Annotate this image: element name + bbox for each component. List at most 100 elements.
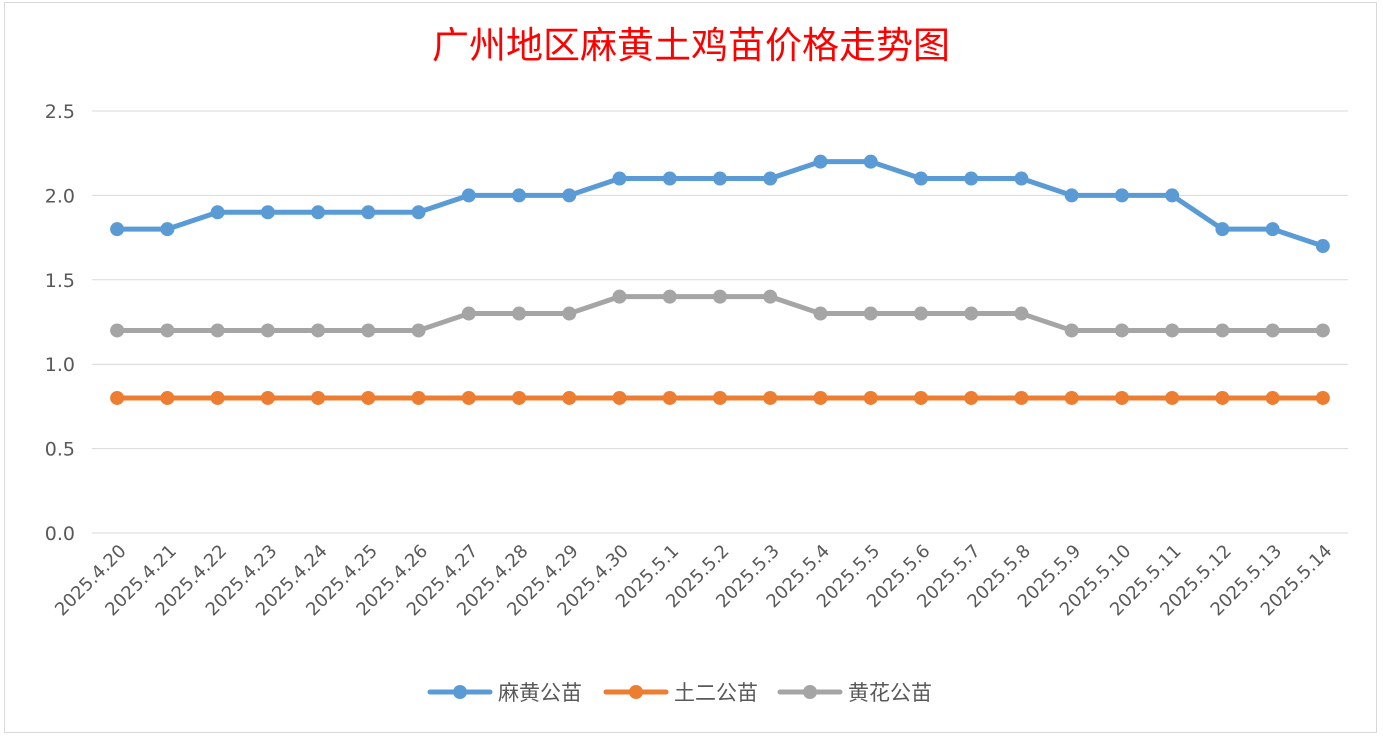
data-point (813, 154, 828, 169)
data-point (160, 390, 175, 405)
data-point (210, 205, 225, 220)
data-point (562, 390, 577, 405)
data-point (863, 306, 878, 321)
legend-swatch-marker (629, 685, 643, 699)
data-point (1114, 188, 1129, 203)
data-point (1165, 323, 1180, 338)
data-point (1114, 323, 1129, 338)
data-point (562, 306, 577, 321)
series-layer (110, 154, 1330, 405)
data-point (210, 323, 225, 338)
data-point (210, 390, 225, 405)
data-point (1265, 390, 1280, 405)
data-point (612, 289, 627, 304)
data-point (461, 306, 476, 321)
y-axis-ticks: 0.0 0.5 1.0 1.5 2.0 2.5 (45, 101, 75, 545)
legend-item: 麻黄公苗 (427, 681, 582, 705)
y-tick-label: 1.0 (45, 354, 75, 376)
data-point (361, 390, 376, 405)
y-tick-label: 2.5 (45, 101, 75, 123)
data-point (1215, 222, 1230, 237)
data-point (311, 390, 326, 405)
data-point (311, 205, 326, 220)
data-point (1165, 390, 1180, 405)
data-point (964, 306, 979, 321)
data-point (713, 289, 727, 304)
data-point (813, 306, 828, 321)
data-point (964, 171, 979, 186)
data-point (964, 390, 979, 405)
data-point (361, 323, 376, 338)
gridlines (92, 110, 1348, 534)
data-point (1315, 390, 1330, 405)
series-3 (110, 289, 1330, 338)
data-point (311, 323, 326, 338)
data-point (1215, 390, 1230, 405)
legend-item: 土二公苗 (603, 681, 758, 705)
legend-item: 黄花公苗 (777, 681, 932, 705)
data-point (411, 323, 426, 338)
data-point (361, 205, 376, 220)
data-point (1064, 390, 1079, 405)
data-point (1315, 323, 1330, 338)
data-point (1265, 323, 1280, 338)
data-point (411, 205, 426, 220)
data-point (1265, 222, 1280, 237)
data-point (713, 171, 727, 186)
legend-label: 黄花公苗 (848, 681, 932, 705)
chart-title: 广州地区麻黄土鸡苗价格走势图 (432, 24, 950, 67)
data-point (461, 188, 476, 203)
data-point (1064, 188, 1079, 203)
x-axis-ticks: 2025.4.202025.4.212025.4.222025.4.232025… (51, 541, 1336, 621)
data-point (260, 390, 275, 405)
data-point (913, 390, 928, 405)
data-point (512, 306, 527, 321)
legend-swatch-marker (453, 685, 467, 699)
legend-swatch-marker (803, 685, 817, 699)
data-point (160, 222, 175, 237)
data-point (813, 390, 828, 405)
data-point (1114, 390, 1129, 405)
data-point (662, 289, 677, 304)
legend-label: 麻黄公苗 (498, 681, 582, 705)
data-point (260, 205, 275, 220)
data-point (110, 390, 125, 405)
data-point (913, 306, 928, 321)
data-point (763, 390, 778, 405)
data-point (763, 289, 778, 304)
series-2 (110, 390, 1330, 405)
y-tick-label: 1.5 (45, 270, 75, 292)
data-point (160, 323, 175, 338)
data-point (512, 390, 527, 405)
data-point (1014, 390, 1029, 405)
data-point (110, 222, 125, 237)
y-tick-label: 2.0 (45, 185, 75, 207)
data-point (863, 390, 878, 405)
data-point (512, 188, 527, 203)
data-point (662, 390, 677, 405)
data-point (1215, 323, 1230, 338)
data-point (863, 154, 878, 169)
data-point (763, 171, 778, 186)
data-point (1165, 188, 1180, 203)
data-point (411, 390, 426, 405)
data-point (662, 171, 677, 186)
data-point (1014, 171, 1029, 186)
data-point (562, 188, 577, 203)
data-point (612, 171, 627, 186)
data-point (461, 390, 476, 405)
chart-frame (4, 2, 1377, 733)
data-point (110, 323, 125, 338)
data-point (713, 390, 727, 405)
y-tick-label: 0.0 (45, 523, 75, 545)
data-point (612, 390, 627, 405)
data-point (1064, 323, 1079, 338)
data-point (913, 171, 928, 186)
data-point (1315, 239, 1330, 254)
legend: 麻黄公苗 土二公苗 黄花公苗 (427, 681, 932, 705)
series-1 (110, 154, 1330, 254)
legend-label: 土二公苗 (674, 681, 758, 705)
data-point (260, 323, 275, 338)
y-tick-label: 0.5 (45, 439, 75, 461)
